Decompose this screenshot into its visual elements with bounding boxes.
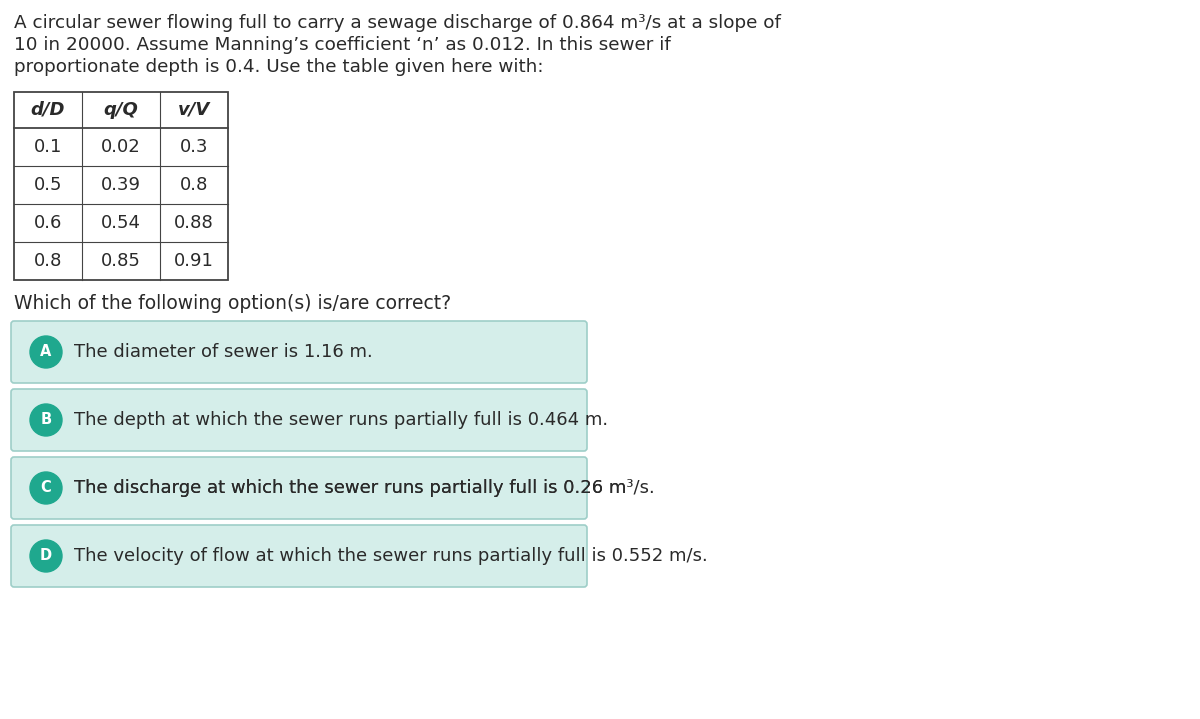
Text: 0.8: 0.8 bbox=[180, 176, 208, 194]
Text: 10 in 20000. Assume Manning’s coefficient ‘n’ as 0.012. In this sewer if: 10 in 20000. Assume Manning’s coefficien… bbox=[14, 36, 671, 54]
Text: The velocity of flow at which the sewer runs partially full is 0.552 m/s.: The velocity of flow at which the sewer … bbox=[74, 547, 708, 565]
Text: 0.39: 0.39 bbox=[101, 176, 142, 194]
Text: A circular sewer flowing full to carry a sewage discharge of 0.864 m³/s at a slo: A circular sewer flowing full to carry a… bbox=[14, 14, 781, 32]
Circle shape bbox=[30, 472, 62, 504]
Text: A: A bbox=[41, 344, 52, 360]
Text: q/Q: q/Q bbox=[103, 101, 138, 119]
Text: 0.8: 0.8 bbox=[34, 252, 62, 270]
Text: The diameter of sewer is 1.16 m.: The diameter of sewer is 1.16 m. bbox=[74, 343, 373, 361]
Circle shape bbox=[30, 336, 62, 368]
Text: d/D: d/D bbox=[31, 101, 65, 119]
Text: The depth at which the sewer runs partially full is 0.464 m.: The depth at which the sewer runs partia… bbox=[74, 411, 608, 429]
Circle shape bbox=[30, 404, 62, 436]
Text: 0.54: 0.54 bbox=[101, 214, 142, 232]
Text: v/V: v/V bbox=[178, 101, 210, 119]
Text: 0.91: 0.91 bbox=[174, 252, 214, 270]
Text: The discharge at which the sewer runs partially full is 0.26 m: The discharge at which the sewer runs pa… bbox=[74, 479, 626, 497]
Text: 0.85: 0.85 bbox=[101, 252, 140, 270]
Text: 0.5: 0.5 bbox=[34, 176, 62, 194]
Text: proportionate depth is 0.4. Use the table given here with:: proportionate depth is 0.4. Use the tabl… bbox=[14, 58, 544, 76]
Text: D: D bbox=[40, 549, 52, 564]
Text: 0.88: 0.88 bbox=[174, 214, 214, 232]
Text: C: C bbox=[41, 480, 52, 495]
Text: The discharge at which the sewer runs partially full is 0.26 m³/s.: The discharge at which the sewer runs pa… bbox=[74, 479, 655, 497]
Text: 0.6: 0.6 bbox=[34, 214, 62, 232]
Text: 0.02: 0.02 bbox=[101, 138, 140, 156]
Bar bbox=[14, 92, 228, 280]
Text: B: B bbox=[41, 413, 52, 428]
FancyBboxPatch shape bbox=[11, 525, 587, 587]
Text: 0.3: 0.3 bbox=[180, 138, 209, 156]
FancyBboxPatch shape bbox=[11, 321, 587, 383]
FancyBboxPatch shape bbox=[11, 389, 587, 451]
Text: Which of the following option(s) is/are correct?: Which of the following option(s) is/are … bbox=[14, 294, 451, 313]
Text: 0.1: 0.1 bbox=[34, 138, 62, 156]
FancyBboxPatch shape bbox=[11, 457, 587, 519]
Circle shape bbox=[30, 540, 62, 572]
